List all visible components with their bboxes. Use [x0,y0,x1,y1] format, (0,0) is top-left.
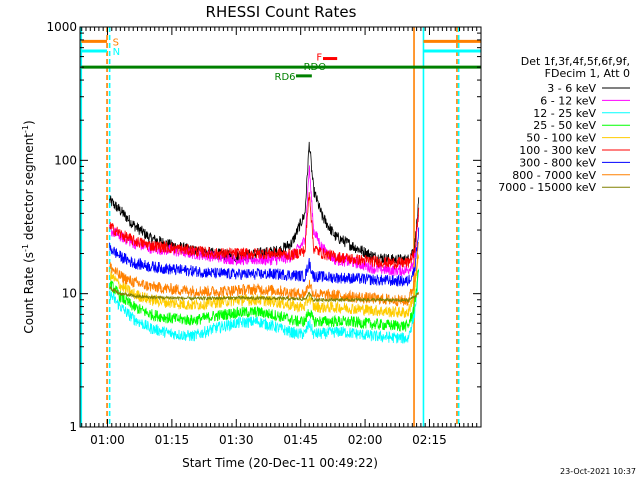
plot-frame [79,26,482,428]
legend-label-1: 6 - 12 keV [540,94,596,107]
y-axis-label-superscript: -1 [21,244,30,252]
legend-label-5: 100 - 300 keV [519,144,596,157]
flag-label-n: N [113,47,120,58]
x-tick-label-3: 01:45 [283,433,318,447]
series-line-8 [109,286,420,304]
y-axis-label-main: Count Rate (s [22,252,36,334]
x-tick-label-5: 02:15 [412,433,447,447]
y-tick-label-1: 10 [62,287,77,301]
legend-label-7: 800 - 7000 keV [512,169,596,182]
x-tick-label-2: 01:30 [219,433,254,447]
series-line-3 [109,269,420,332]
x-axis-label: Start Time (20-Dec-11 00:49:22) [182,456,378,470]
legend-label-4: 50 - 100 keV [526,132,596,145]
flag-label-rdo: RDO [304,62,327,73]
legend: Det 1f,3f,4f,5f,6f,9f, FDecim 1, Att 0 3… [498,55,630,194]
series-line-6 [109,227,420,288]
legend-label-3: 25 - 50 keV [533,119,596,132]
y-axis-label-superscript-2: -1 [21,125,30,133]
series-line-4 [109,254,420,318]
x-tick-label-1: 01:15 [155,433,190,447]
chart-title: RHESSI Count Rates [206,3,357,21]
legend-label-8: 7000 - 15000 keV [498,181,596,194]
y-tick-label-3: 1000 [46,20,77,34]
legend-header-2: FDecim 1, Att 0 [545,67,630,80]
y-axis-label-segment: detector segment [22,133,36,244]
flag-label-f: F [316,53,322,64]
series-lines [109,141,420,344]
series-line-2 [109,268,420,344]
y-tick-label-2: 100 [54,153,77,167]
legend-label-6: 300 - 800 keV [519,156,596,169]
x-tick-label-0: 01:00 [90,433,125,447]
y-tick-label-0: 1 [69,420,77,434]
series-line-5 [109,192,420,270]
legend-header-1: Det 1f,3f,4f,5f,6f,9f, [521,55,630,68]
y-axis-label: Count Rate (s-1 detector segment-1) [21,120,36,333]
flag-label-s: S [113,37,119,48]
legend-label-2: 12 - 25 keV [533,107,596,120]
x-axis-ticks: 01:00 01:15 01:30 01:45 02:00 02:15 [81,27,478,447]
legend-label-0: 3 - 6 keV [547,82,596,95]
timestamp: 23-Oct-2021 10:37 [560,467,636,476]
flag-label-rd6: RD6 [275,72,296,83]
x-tick-label-4: 02:00 [348,433,383,447]
y-axis-label-close: ) [22,120,36,125]
